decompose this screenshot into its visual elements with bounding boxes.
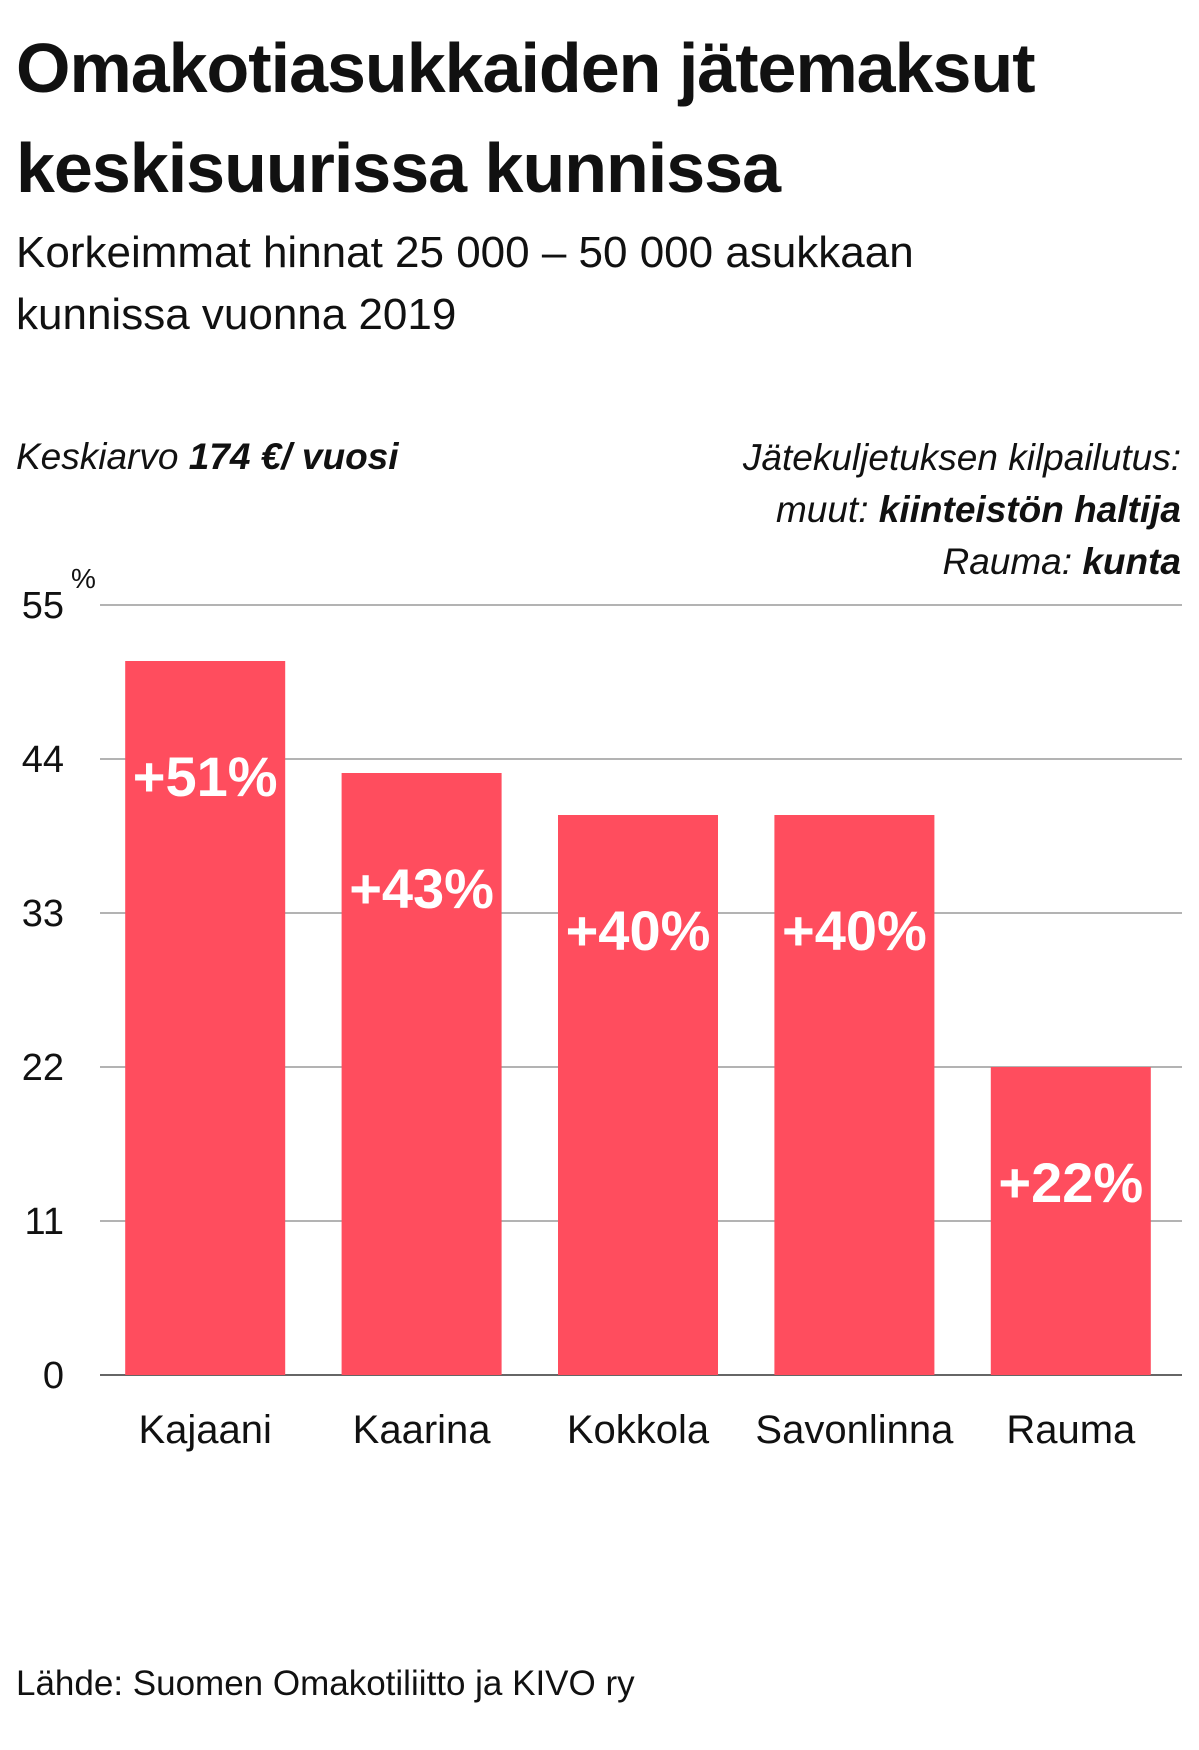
- bar-savonlinna: [774, 815, 935, 1375]
- tendering-note-others: muut: kiinteistön haltija: [581, 484, 1181, 536]
- tendering-note-others-value: kiinteistön haltija: [878, 489, 1181, 530]
- bar-value-label: +22%: [998, 1151, 1143, 1214]
- tendering-note-heading: Jätekuljetuksen kilpailutus:: [742, 437, 1181, 478]
- average-note-value: 174 €/ vuosi: [188, 436, 399, 477]
- y-tick-label: 11: [25, 1201, 64, 1243]
- bar-value-label: +51%: [133, 745, 278, 808]
- tendering-note: Jätekuljetuksen kilpailutus: muut: kiint…: [581, 432, 1181, 588]
- chart-title-line-1: Omakotiasukkaiden jätemaksut: [16, 29, 1036, 107]
- chart-title: Omakotiasukkaiden jätemaksut keskisuuris…: [16, 18, 1176, 218]
- tick-layer: 0 11 22 33 44 55 Kajaani Kaarina Kokkola Savonlin…: [22, 585, 1136, 1452]
- tendering-note-rauma: Rauma: kunta: [581, 536, 1181, 588]
- bar-chart: +51% +43% +40% +40% +22% 0 11 22 33 44 55 Kajaani K…: [22, 563, 1182, 1452]
- bar-rauma: [990, 1067, 1151, 1375]
- bar-kajaani: [125, 661, 286, 1375]
- bar-kokkola: [558, 815, 718, 1375]
- chart-subtitle-line-2: kunnissa vuonna 2019: [16, 290, 457, 339]
- chart-subtitle-line-1: Korkeimmat hinnat 25 000 – 50 000 asukka…: [16, 228, 914, 277]
- tendering-note-rauma-value: kunta: [1082, 541, 1181, 582]
- y-axis-unit-label: %: [71, 563, 96, 594]
- x-category-label: Kajaani: [138, 1408, 271, 1452]
- chart-subtitle: Korkeimmat hinnat 25 000 – 50 000 asukka…: [16, 222, 1176, 346]
- x-category-label: Kokkola: [567, 1408, 710, 1452]
- bar-value-label: +40%: [782, 899, 927, 962]
- average-note: Keskiarvo 174 €/ vuosi: [16, 432, 399, 482]
- bar-layer: +51% +43% +40% +40% +22%: [125, 661, 1151, 1375]
- y-tick-label: 55: [22, 585, 64, 627]
- tendering-note-others-label: muut:: [775, 489, 879, 530]
- x-category-label: Rauma: [1006, 1408, 1136, 1452]
- average-note-prefix: Keskiarvo: [16, 436, 189, 477]
- y-tick-label: 44: [22, 739, 64, 781]
- y-tick-label: 22: [22, 1047, 64, 1089]
- y-tick-label: 0: [43, 1355, 64, 1397]
- source-note: Lähde: Suomen Omakotiliitto ja KIVO ry: [16, 1664, 635, 1703]
- bar-value-label: +43%: [349, 857, 494, 920]
- y-tick-label: 33: [22, 893, 64, 935]
- x-category-label: Savonlinna: [755, 1408, 954, 1452]
- chart-title-line-2: keskisuurissa kunnissa: [16, 129, 781, 207]
- bar-value-label: +40%: [566, 899, 711, 962]
- bar-kaarina: [341, 773, 502, 1375]
- x-category-label: Kaarina: [353, 1408, 492, 1452]
- tendering-note-rauma-label: Rauma:: [942, 541, 1083, 582]
